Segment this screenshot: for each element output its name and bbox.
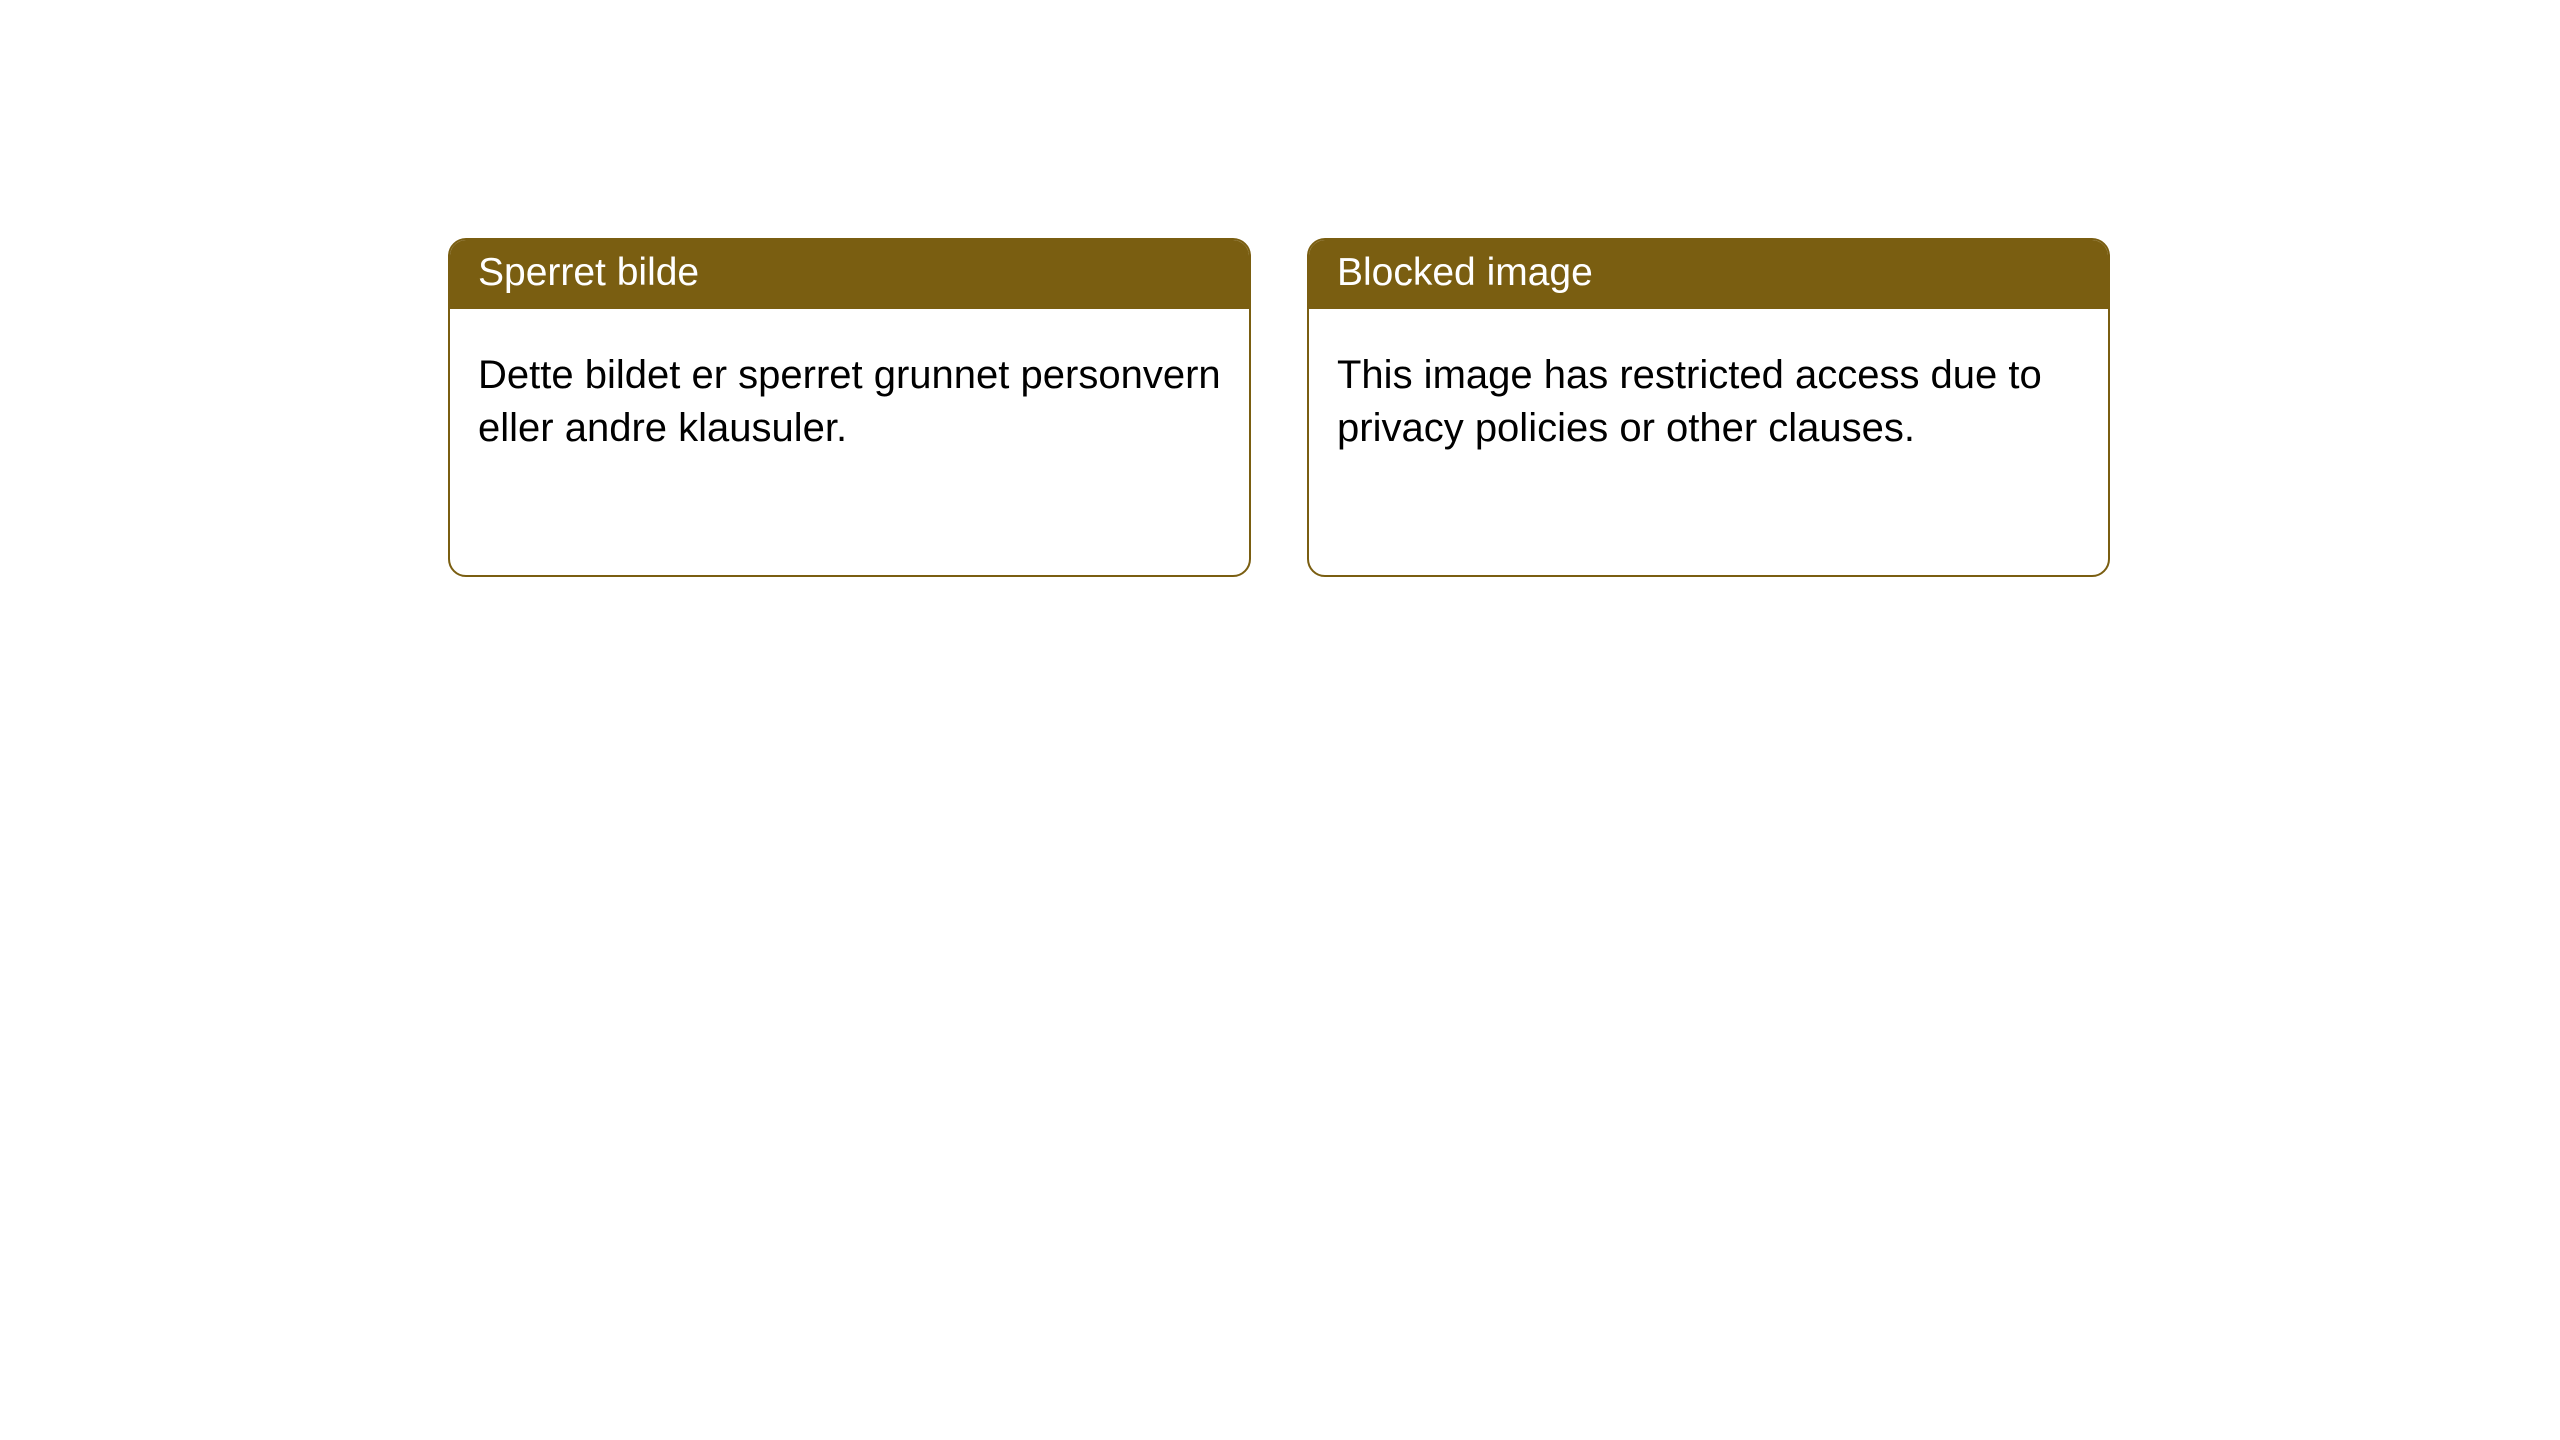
card-body-text: This image has restricted access due to … — [1337, 353, 2042, 450]
card-body: Dette bildet er sperret grunnet personve… — [450, 309, 1249, 495]
blocked-image-card-en: Blocked image This image has restricted … — [1307, 238, 2110, 577]
card-header: Blocked image — [1309, 240, 2108, 309]
card-body-text: Dette bildet er sperret grunnet personve… — [478, 353, 1221, 450]
card-title: Blocked image — [1337, 251, 1593, 294]
blocked-image-card-no: Sperret bilde Dette bildet er sperret gr… — [448, 238, 1251, 577]
card-body: This image has restricted access due to … — [1309, 309, 2108, 495]
card-title: Sperret bilde — [478, 251, 699, 294]
card-container: Sperret bilde Dette bildet er sperret gr… — [0, 0, 2560, 577]
card-header: Sperret bilde — [450, 240, 1249, 309]
